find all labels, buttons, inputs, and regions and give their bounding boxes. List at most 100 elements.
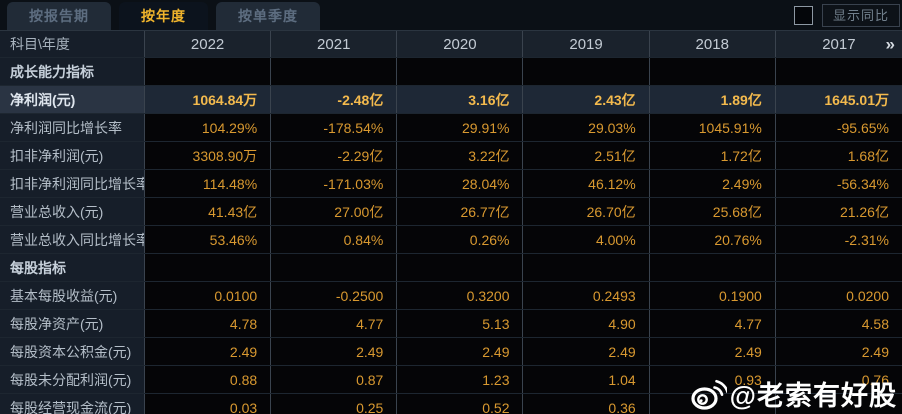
cell-value (649, 254, 776, 281)
cell-value (775, 58, 902, 85)
cell-value: 0.93 (649, 366, 776, 393)
cell-value: 46.12% (523, 170, 650, 197)
cell-value: 2.49 (775, 338, 902, 365)
row-label: 营业总收入同比增长率 (0, 226, 145, 253)
table-row[interactable]: 净利润同比增长率 104.29% -178.54% 29.91% 29.03% … (0, 114, 902, 142)
table-row[interactable]: 基本每股收益(元) 0.0100 -0.2500 0.3200 0.2493 0… (0, 282, 902, 310)
cell-value: -56.34% (775, 170, 902, 197)
table-row[interactable]: 每股净资产(元) 4.78 4.77 5.13 4.90 4.77 4.58 (0, 310, 902, 338)
cell-value: 0.03 (145, 394, 272, 414)
cell-value: 3.22亿 (397, 142, 524, 169)
table-row[interactable]: 扣非净利润同比增长率 114.48% -171.03% 28.04% 46.12… (0, 170, 902, 198)
row-label: 基本每股收益(元) (0, 282, 145, 309)
column-header-2018[interactable]: 2018 (649, 31, 776, 57)
cell-value (775, 254, 902, 281)
column-header-2020[interactable]: 2020 (397, 31, 524, 57)
cell-value: 27.00亿 (271, 198, 398, 225)
corner-header: 科目\年度 (0, 31, 145, 57)
table-row[interactable]: 每股资本公积金(元) 2.49 2.49 2.49 2.49 2.49 2.49 (0, 338, 902, 366)
table-body: 成长能力指标 净利润(元) 1064.84万 -2.48亿 3.16亿 2.43… (0, 58, 902, 414)
cell-value (523, 58, 650, 85)
table-row[interactable]: 每股经营现金流(元) 0.03 0.25 0.52 0.36 (0, 394, 902, 414)
cell-value: 26.70亿 (523, 198, 650, 225)
cell-value (649, 58, 776, 85)
tab-by-single-quarter[interactable]: 按单季度 (216, 2, 320, 30)
cell-value: 0.26% (397, 226, 524, 253)
cell-value (397, 254, 524, 281)
cell-value: 0.1900 (649, 282, 776, 309)
cell-value: -95.65% (775, 114, 902, 141)
cell-value: 2.49 (649, 338, 776, 365)
cell-value: -2.31% (775, 226, 902, 253)
cell-value: 4.78 (145, 310, 272, 337)
yoy-controls: 显示同比 (794, 4, 900, 27)
cell-value: 104.29% (145, 114, 272, 141)
column-header-2017-label: 2017 (822, 35, 856, 53)
row-label: 每股指标 (0, 254, 145, 281)
cell-value: 114.48% (145, 170, 272, 197)
cell-value: 26.77亿 (397, 198, 524, 225)
cell-value: 0.25 (271, 394, 398, 414)
cell-value: 2.49 (145, 338, 272, 365)
cell-value (271, 254, 398, 281)
row-label: 净利润(元) (0, 86, 145, 113)
cell-value: 0.87 (271, 366, 398, 393)
cell-value: 2.49 (523, 338, 650, 365)
table-row[interactable]: 每股未分配利润(元) 0.88 0.87 1.23 1.04 0.93 0.76 (0, 366, 902, 394)
cell-value: 0.76 (775, 366, 902, 393)
cell-value: 0.2493 (523, 282, 650, 309)
more-columns-icon[interactable]: » (885, 34, 895, 54)
row-label: 扣非净利润(元) (0, 142, 145, 169)
table-row[interactable]: 成长能力指标 (0, 58, 902, 86)
cell-value: 0.88 (145, 366, 272, 393)
row-label: 每股资本公积金(元) (0, 338, 145, 365)
row-label: 每股净资产(元) (0, 310, 145, 337)
cell-value (271, 58, 398, 85)
cell-value: 53.46% (145, 226, 272, 253)
cell-value: 1.68亿 (775, 142, 902, 169)
cell-value: 2.43亿 (523, 86, 650, 113)
cell-value: 0.52 (397, 394, 524, 414)
table-row[interactable]: 营业总收入(元) 41.43亿 27.00亿 26.77亿 26.70亿 25.… (0, 198, 902, 226)
column-header-2022[interactable]: 2022 (145, 31, 272, 57)
cell-value: 2.49 (397, 338, 524, 365)
cell-value (397, 58, 524, 85)
table-header-row: 科目\年度 2022 2021 2020 2019 2018 2017 » (0, 31, 902, 58)
column-header-2017[interactable]: 2017 » (775, 31, 902, 57)
cell-value: -171.03% (271, 170, 398, 197)
cell-value: 4.77 (271, 310, 398, 337)
cell-value: 25.68亿 (649, 198, 776, 225)
cell-value: 3.16亿 (397, 86, 524, 113)
table-row[interactable]: 每股指标 (0, 254, 902, 282)
row-label: 扣非净利润同比增长率 (0, 170, 145, 197)
show-yoy-label[interactable]: 显示同比 (822, 4, 900, 27)
cell-value: 2.49 (271, 338, 398, 365)
table-row[interactable]: 营业总收入同比增长率 53.46% 0.84% 0.26% 4.00% 20.7… (0, 226, 902, 254)
column-header-2021[interactable]: 2021 (271, 31, 398, 57)
table-row[interactable]: 扣非净利润(元) 3308.90万 -2.29亿 3.22亿 2.51亿 1.7… (0, 142, 902, 170)
cell-value: 1645.01万 (775, 86, 902, 113)
cell-value (523, 254, 650, 281)
cell-value: 0.84% (271, 226, 398, 253)
cell-value: 1.04 (523, 366, 650, 393)
row-label: 成长能力指标 (0, 58, 145, 85)
column-header-2019[interactable]: 2019 (523, 31, 650, 57)
cell-value: 1.89亿 (649, 86, 776, 113)
row-label: 营业总收入(元) (0, 198, 145, 225)
cell-value: 0.0200 (775, 282, 902, 309)
table-row[interactable]: 净利润(元) 1064.84万 -2.48亿 3.16亿 2.43亿 1.89亿… (0, 86, 902, 114)
cell-value: -2.29亿 (271, 142, 398, 169)
cell-value: 2.51亿 (523, 142, 650, 169)
cell-value: 4.58 (775, 310, 902, 337)
row-label: 净利润同比增长率 (0, 114, 145, 141)
cell-value: 1045.91% (649, 114, 776, 141)
cell-value: 4.77 (649, 310, 776, 337)
cell-value: 21.26亿 (775, 198, 902, 225)
cell-value: 4.90 (523, 310, 650, 337)
cell-value (145, 254, 272, 281)
tab-by-report-period[interactable]: 按报告期 (7, 2, 111, 30)
show-yoy-checkbox[interactable] (794, 6, 813, 25)
cell-value: 1064.84万 (145, 86, 272, 113)
tab-by-year[interactable]: 按年度 (119, 2, 208, 30)
cell-value: 0.3200 (397, 282, 524, 309)
